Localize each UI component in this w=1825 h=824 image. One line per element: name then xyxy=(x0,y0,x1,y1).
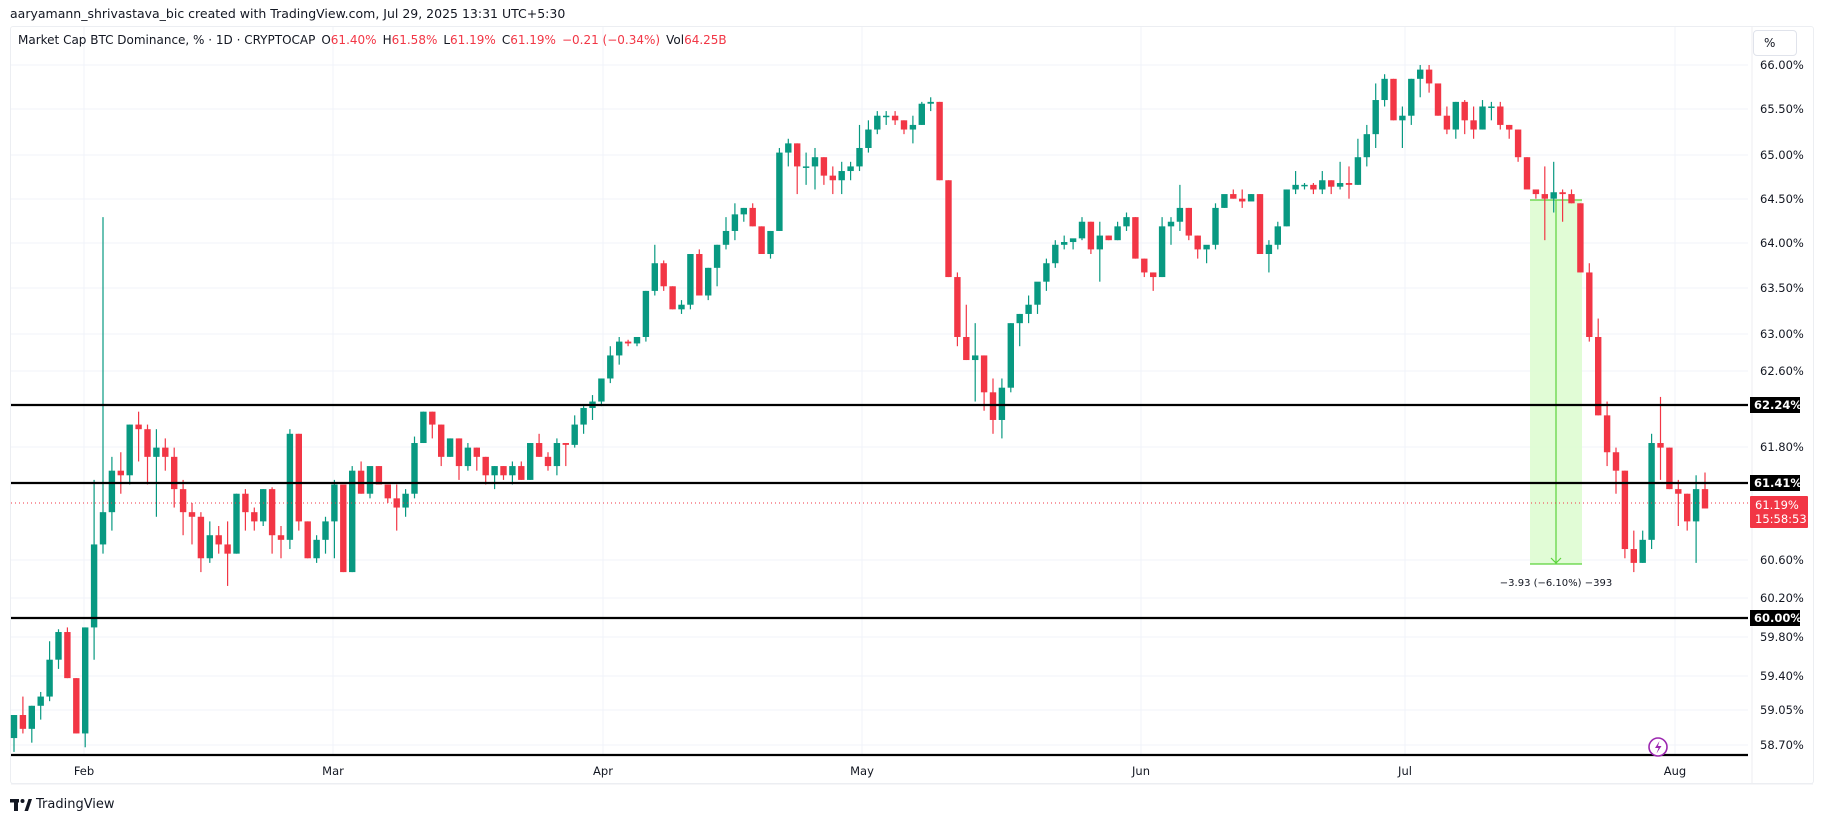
price-tick: 62.60% xyxy=(1760,364,1804,378)
candlestick-series xyxy=(10,65,1709,752)
last-price-label: 61.19% xyxy=(1755,498,1799,512)
time-tick: Feb xyxy=(74,764,94,778)
time-tick: May xyxy=(850,764,874,778)
tradingview-logo[interactable]: TradingView xyxy=(10,797,115,812)
level-price-label: 60.00% xyxy=(1754,611,1802,625)
close-value: 61.19% xyxy=(510,33,556,47)
measure-tool[interactable]: −3.93 (−6.10%) −393 xyxy=(1500,199,1612,589)
price-tick: 64.50% xyxy=(1760,192,1804,206)
price-tick: 65.00% xyxy=(1760,148,1804,162)
chart-credit: aaryamann_shrivastava_bic created with T… xyxy=(10,6,566,21)
volume-label: Vol xyxy=(666,33,685,47)
price-tick: 58.70% xyxy=(1760,738,1804,752)
price-tick: 66.00% xyxy=(1760,58,1804,72)
ohlc-legend: Market Cap BTC Dominance, % · 1D · CRYPT… xyxy=(18,33,727,47)
price-tick: 61.80% xyxy=(1760,440,1804,454)
level-price-label: 61.41% xyxy=(1754,476,1802,490)
low-value: 61.19% xyxy=(450,33,496,47)
price-tick: 63.00% xyxy=(1760,327,1804,341)
time-axis[interactable]: Feb Mar Apr May Jun Jul Aug xyxy=(11,764,1813,785)
high-value: 61.58% xyxy=(391,33,438,47)
horizontal-levels[interactable] xyxy=(11,403,1748,757)
low-label: L xyxy=(443,33,451,47)
price-tick: 59.80% xyxy=(1760,630,1804,644)
measure-label: −3.93 (−6.10%) −393 xyxy=(1500,578,1612,589)
price-tick: 59.40% xyxy=(1760,669,1804,683)
price-axis[interactable]: 66.00% 65.50% 65.00% 64.50% 64.00% 63.50% 63.0… xyxy=(1750,58,1808,752)
time-tick: Jun xyxy=(1131,764,1150,778)
change-value: −0.21 (−0.34%) xyxy=(561,33,661,47)
price-tick: 64.00% xyxy=(1760,236,1804,250)
time-tick: Mar xyxy=(322,764,344,778)
price-tick: 60.20% xyxy=(1760,591,1804,605)
price-tick: 60.60% xyxy=(1760,553,1804,567)
tradingview-logo-icon xyxy=(10,798,32,811)
level-price-label: 62.24% xyxy=(1754,398,1802,412)
open-value: 61.40% xyxy=(330,33,377,47)
volume-value: 64.25B xyxy=(684,33,727,47)
time-tick: Jul xyxy=(1397,764,1412,778)
price-tick: 65.50% xyxy=(1760,102,1804,116)
price-tick: 63.50% xyxy=(1760,281,1804,295)
price-tick: 59.05% xyxy=(1760,703,1804,717)
event-marker[interactable] xyxy=(1648,737,1668,757)
percent-scale-button[interactable]: % xyxy=(1753,30,1797,56)
symbol-title[interactable]: Market Cap BTC Dominance, % · 1D · CRYPT… xyxy=(18,33,316,47)
bar-countdown: 15:58:53 xyxy=(1755,512,1807,526)
close-label: C xyxy=(501,33,511,47)
time-tick: Apr xyxy=(593,764,613,778)
open-label: O xyxy=(321,33,331,47)
time-tick: Aug xyxy=(1664,764,1686,778)
high-label: H xyxy=(382,33,392,47)
tradingview-brand: TradingView xyxy=(36,797,115,812)
